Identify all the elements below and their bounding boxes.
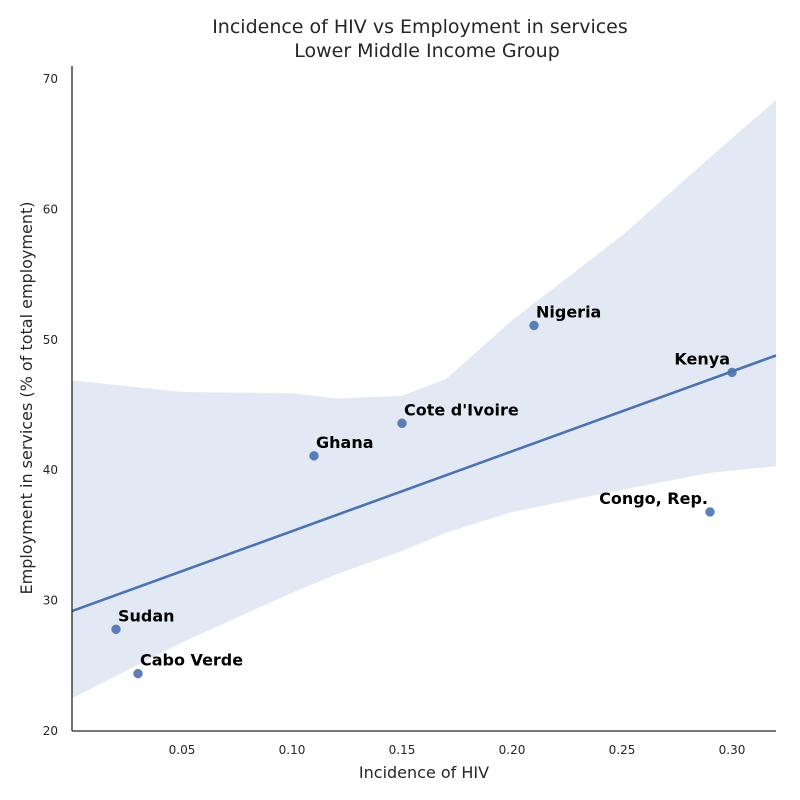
plot-area: 0.05 0.10 0.15 0.20 0.25 0.30 20 30 40 50 60 70 Nige… [43, 66, 777, 757]
x-axis-label: Incidence of HIV [359, 763, 489, 782]
data-point [397, 418, 407, 429]
confidence-band [72, 99, 776, 699]
y-tick-label: 70 [43, 72, 58, 86]
data-point-label: Kenya [674, 349, 730, 368]
y-axis-label: Employment in services (% of total emplo… [17, 202, 36, 595]
data-point [309, 451, 319, 461]
data-point [705, 507, 715, 517]
data-point [529, 320, 539, 331]
data-point [111, 624, 121, 635]
x-tick-label: 0.05 [169, 743, 196, 757]
regression-line [71, 354, 777, 613]
y-tick-label: 40 [43, 463, 58, 477]
data-point-label: Cabo Verde [140, 651, 243, 670]
x-tick-label: 0.15 [389, 743, 416, 757]
x-tick-label: 0.25 [609, 743, 636, 757]
x-tick-label: 0.30 [719, 743, 746, 757]
y-tick-label: 60 [43, 202, 58, 216]
x-tick-label: 0.10 [279, 743, 306, 757]
data-point [133, 668, 143, 679]
data-point-label: Sudan [118, 606, 175, 625]
x-tick-label: 0.20 [499, 743, 526, 757]
data-point-label: Congo, Rep. [599, 489, 708, 508]
data-point-label: Cote d'Ivoire [404, 400, 519, 419]
data-point-label: Ghana [316, 433, 374, 452]
y-tick-label: 30 [43, 594, 58, 608]
chart-title: Incidence of HIV vs Employment in servic… [212, 16, 628, 38]
data-point-label: Nigeria [536, 302, 601, 321]
data-point [727, 367, 737, 378]
y-tick-label: 50 [43, 333, 58, 347]
y-tick-label: 20 [43, 724, 58, 738]
chart-subtitle: Lower Middle Income Group [294, 40, 560, 62]
